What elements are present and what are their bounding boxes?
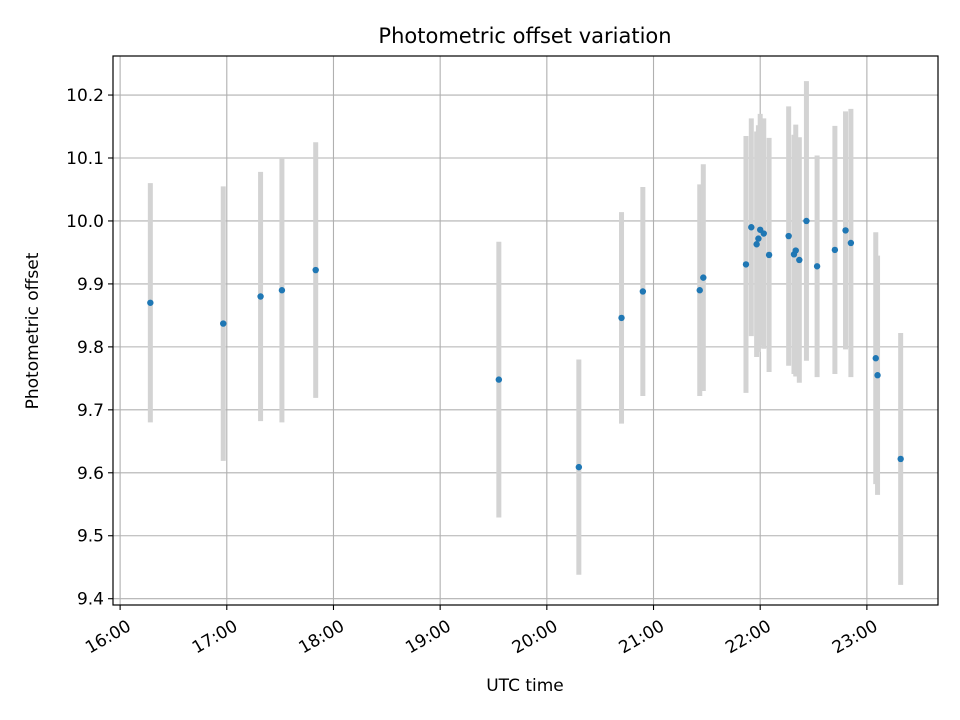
chart-title: Photometric offset variation — [378, 24, 671, 48]
data-point — [897, 455, 904, 463]
data-point — [700, 274, 707, 281]
data-point — [765, 251, 773, 259]
data-point — [278, 287, 286, 294]
y-axis-label: Photometric offset — [23, 252, 43, 409]
data-point — [257, 293, 264, 300]
y-tick-label: 9.9 — [77, 275, 104, 295]
data-point — [847, 239, 855, 247]
y-tick-label: 9.5 — [77, 527, 104, 547]
data-point — [842, 227, 849, 234]
data-point — [147, 299, 154, 306]
data-point — [755, 235, 762, 242]
y-tick-label: 10.1 — [66, 149, 104, 169]
data-point — [639, 288, 647, 295]
grid — [113, 56, 938, 605]
data-point — [872, 355, 879, 362]
data-point — [792, 247, 799, 254]
data-point — [874, 372, 881, 379]
data-point — [618, 314, 625, 322]
data-point — [742, 261, 750, 268]
data-point — [753, 241, 760, 248]
y-tick-label: 9.7 — [77, 401, 104, 421]
data-point — [813, 263, 821, 270]
data-point — [831, 246, 839, 254]
y-tick-label: 10.2 — [66, 86, 104, 106]
y-tick-label: 9.6 — [77, 464, 104, 484]
data-point — [803, 217, 810, 225]
data-point — [696, 287, 703, 294]
data-point — [760, 230, 767, 237]
data-point — [575, 463, 583, 471]
x-axis-label: UTC time — [486, 676, 564, 696]
data-points — [147, 217, 904, 471]
y-tick-label: 10.0 — [66, 212, 104, 232]
y-tick-label: 9.4 — [77, 590, 104, 610]
data-point — [748, 224, 755, 231]
data-point — [312, 266, 319, 274]
data-point — [220, 320, 227, 327]
y-tick-label: 9.8 — [77, 338, 104, 358]
data-point — [796, 256, 803, 264]
plot-frame — [112, 55, 939, 606]
data-point — [785, 232, 792, 240]
data-point — [495, 376, 503, 383]
